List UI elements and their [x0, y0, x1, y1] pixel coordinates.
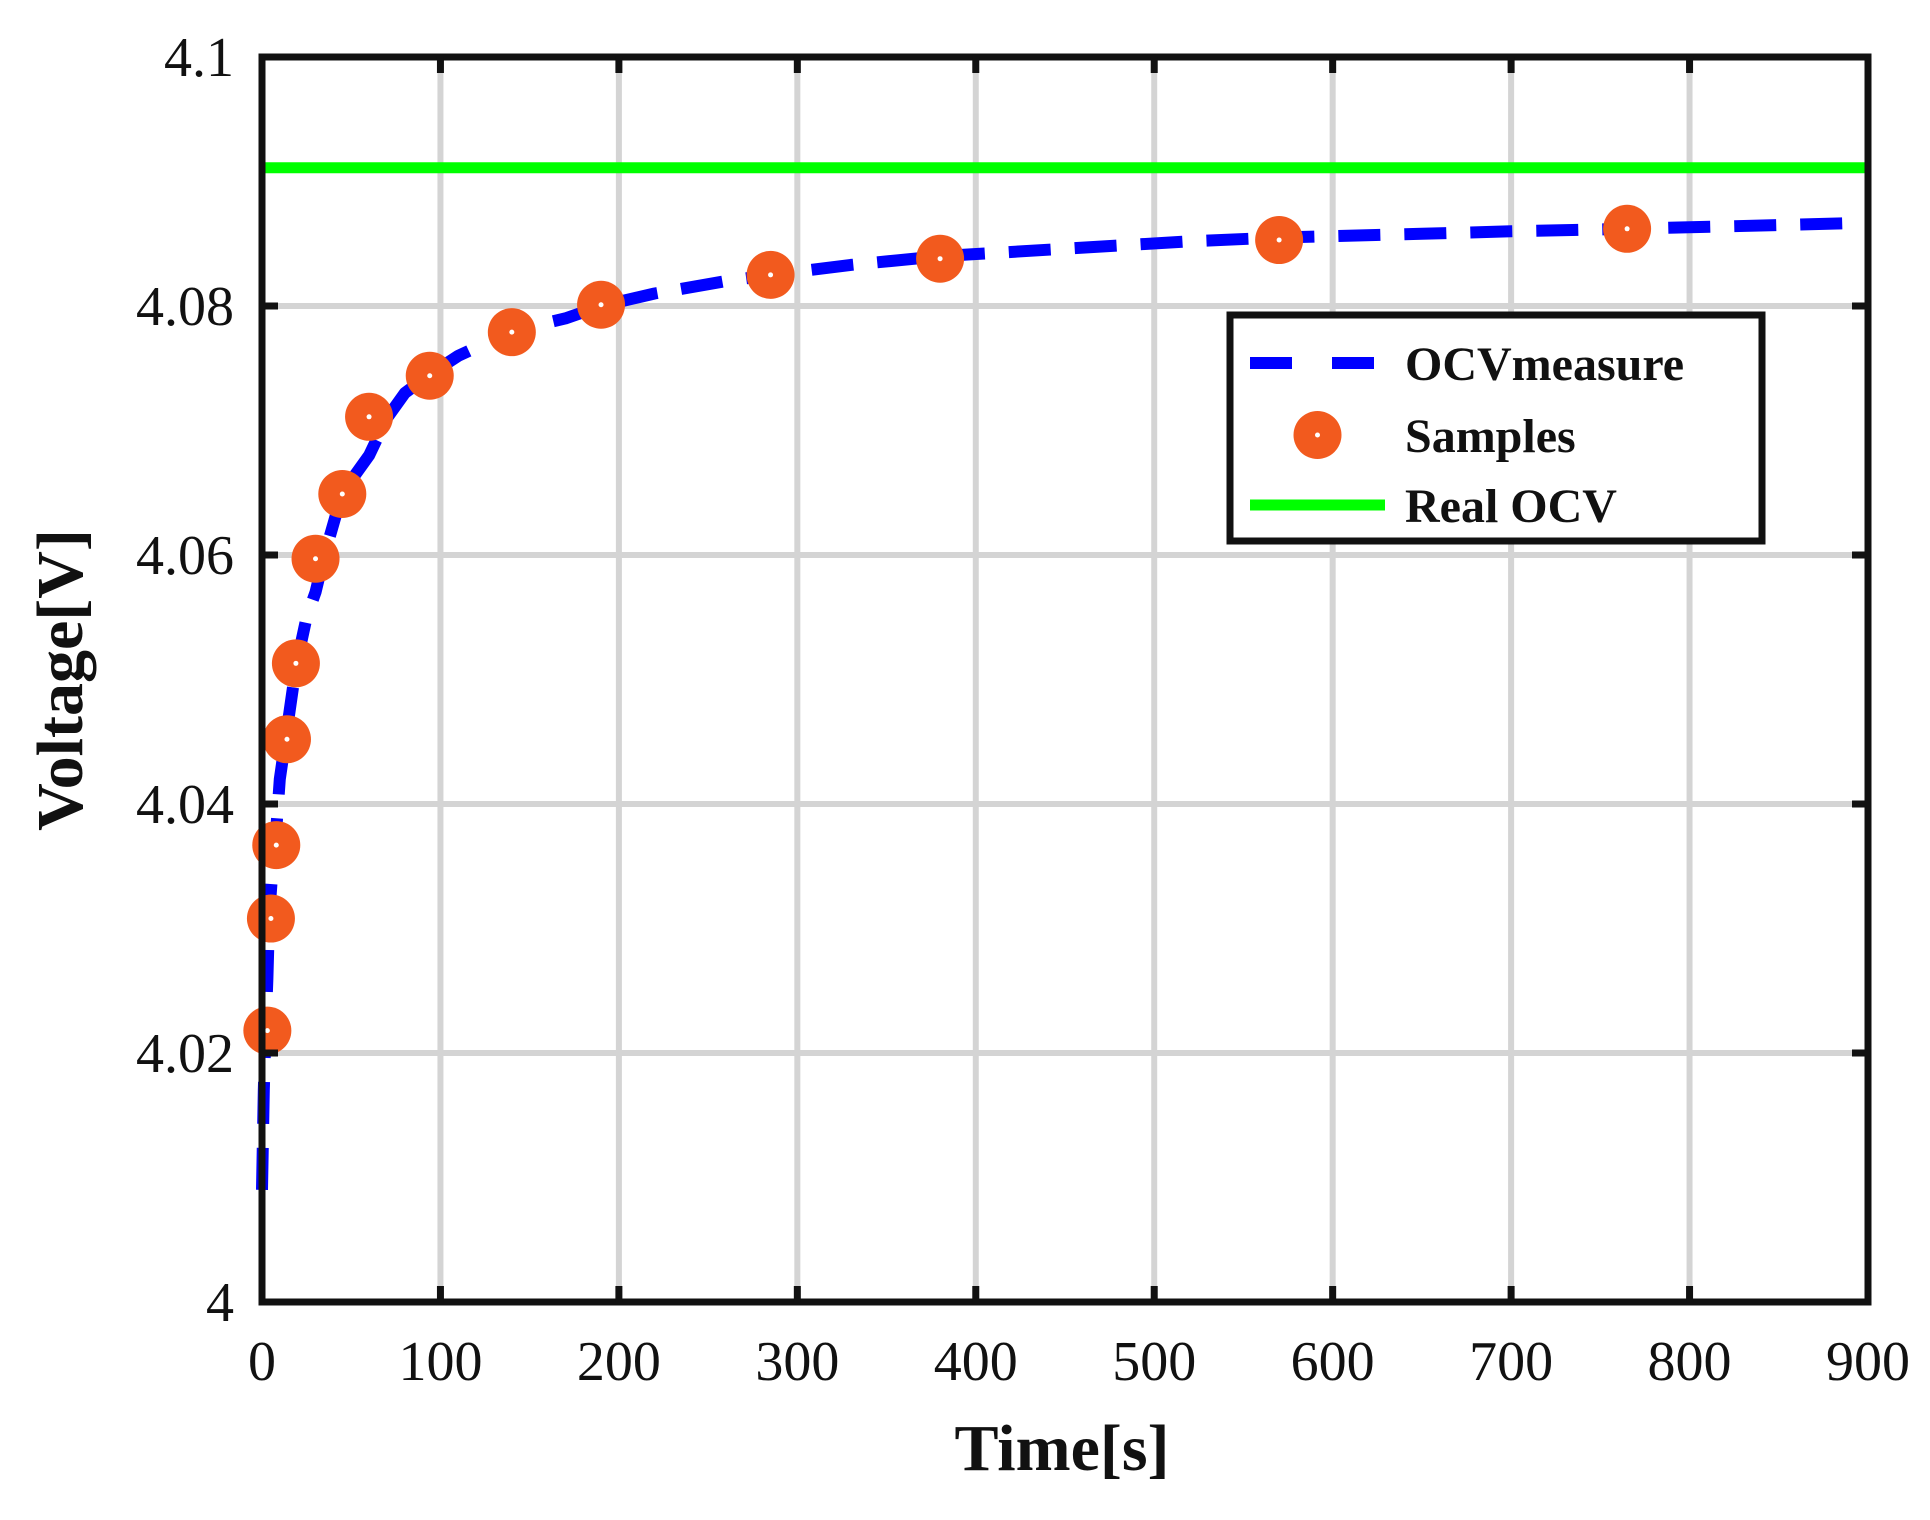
x-axis-label: Time[s] — [954, 1412, 1169, 1485]
y-tick-label: 4.08 — [136, 276, 234, 338]
y-tick-label: 4 — [206, 1272, 234, 1334]
legend-label: Real OCV — [1405, 480, 1617, 533]
sample-marker-center — [293, 660, 299, 666]
axes-frame — [258, 53, 1872, 1306]
sample-marker-center — [427, 373, 433, 379]
x-tick-label: 700 — [1469, 1331, 1553, 1393]
grid-lines — [262, 57, 1868, 1302]
y-axis-label: Voltage[V] — [24, 529, 97, 831]
legend-swatch-samples-center — [1315, 432, 1320, 438]
tick-labels: 0 100 200 300 400 500 600 700 800 900 4 4.02 4.04 4.0… — [136, 27, 1910, 1393]
y-tick-label: 4.06 — [136, 525, 234, 587]
y-tick-label: 4.1 — [164, 27, 234, 89]
sample-marker-center — [598, 302, 604, 308]
sample-marker-center — [273, 842, 279, 848]
x-tick-label: 500 — [1112, 1331, 1196, 1393]
y-tick-label: 4.04 — [136, 774, 234, 836]
x-tick-label: 200 — [577, 1331, 661, 1393]
x-tick-label: 900 — [1826, 1331, 1910, 1393]
sample-marker-center — [1624, 226, 1630, 232]
sample-marker-center — [268, 916, 274, 922]
sample-marker-center — [366, 414, 372, 420]
x-tick-label: 100 — [398, 1331, 482, 1393]
x-tick-label: 300 — [755, 1331, 839, 1393]
sample-marker-center — [509, 329, 515, 335]
y-tick-label: 4.02 — [136, 1023, 234, 1085]
sample-marker-center — [313, 556, 319, 562]
legend-label: Samples — [1405, 410, 1576, 463]
sample-marker-center — [1276, 237, 1282, 243]
plot-frame — [258, 53, 1872, 1306]
legend: OCVmeasure Samples Real OCV — [1226, 311, 1766, 545]
legend-label: OCVmeasure — [1405, 338, 1684, 391]
sample-marker-center — [937, 256, 943, 262]
sample-marker-center — [339, 491, 345, 497]
x-tick-label: 800 — [1648, 1331, 1732, 1393]
x-tick-label: 600 — [1291, 1331, 1375, 1393]
sample-marker-center — [768, 272, 774, 278]
sample-marker-center — [284, 736, 290, 742]
x-tick-label: 400 — [934, 1331, 1018, 1393]
sample-marker-center — [264, 1028, 270, 1034]
x-tick-label: 0 — [248, 1331, 276, 1393]
